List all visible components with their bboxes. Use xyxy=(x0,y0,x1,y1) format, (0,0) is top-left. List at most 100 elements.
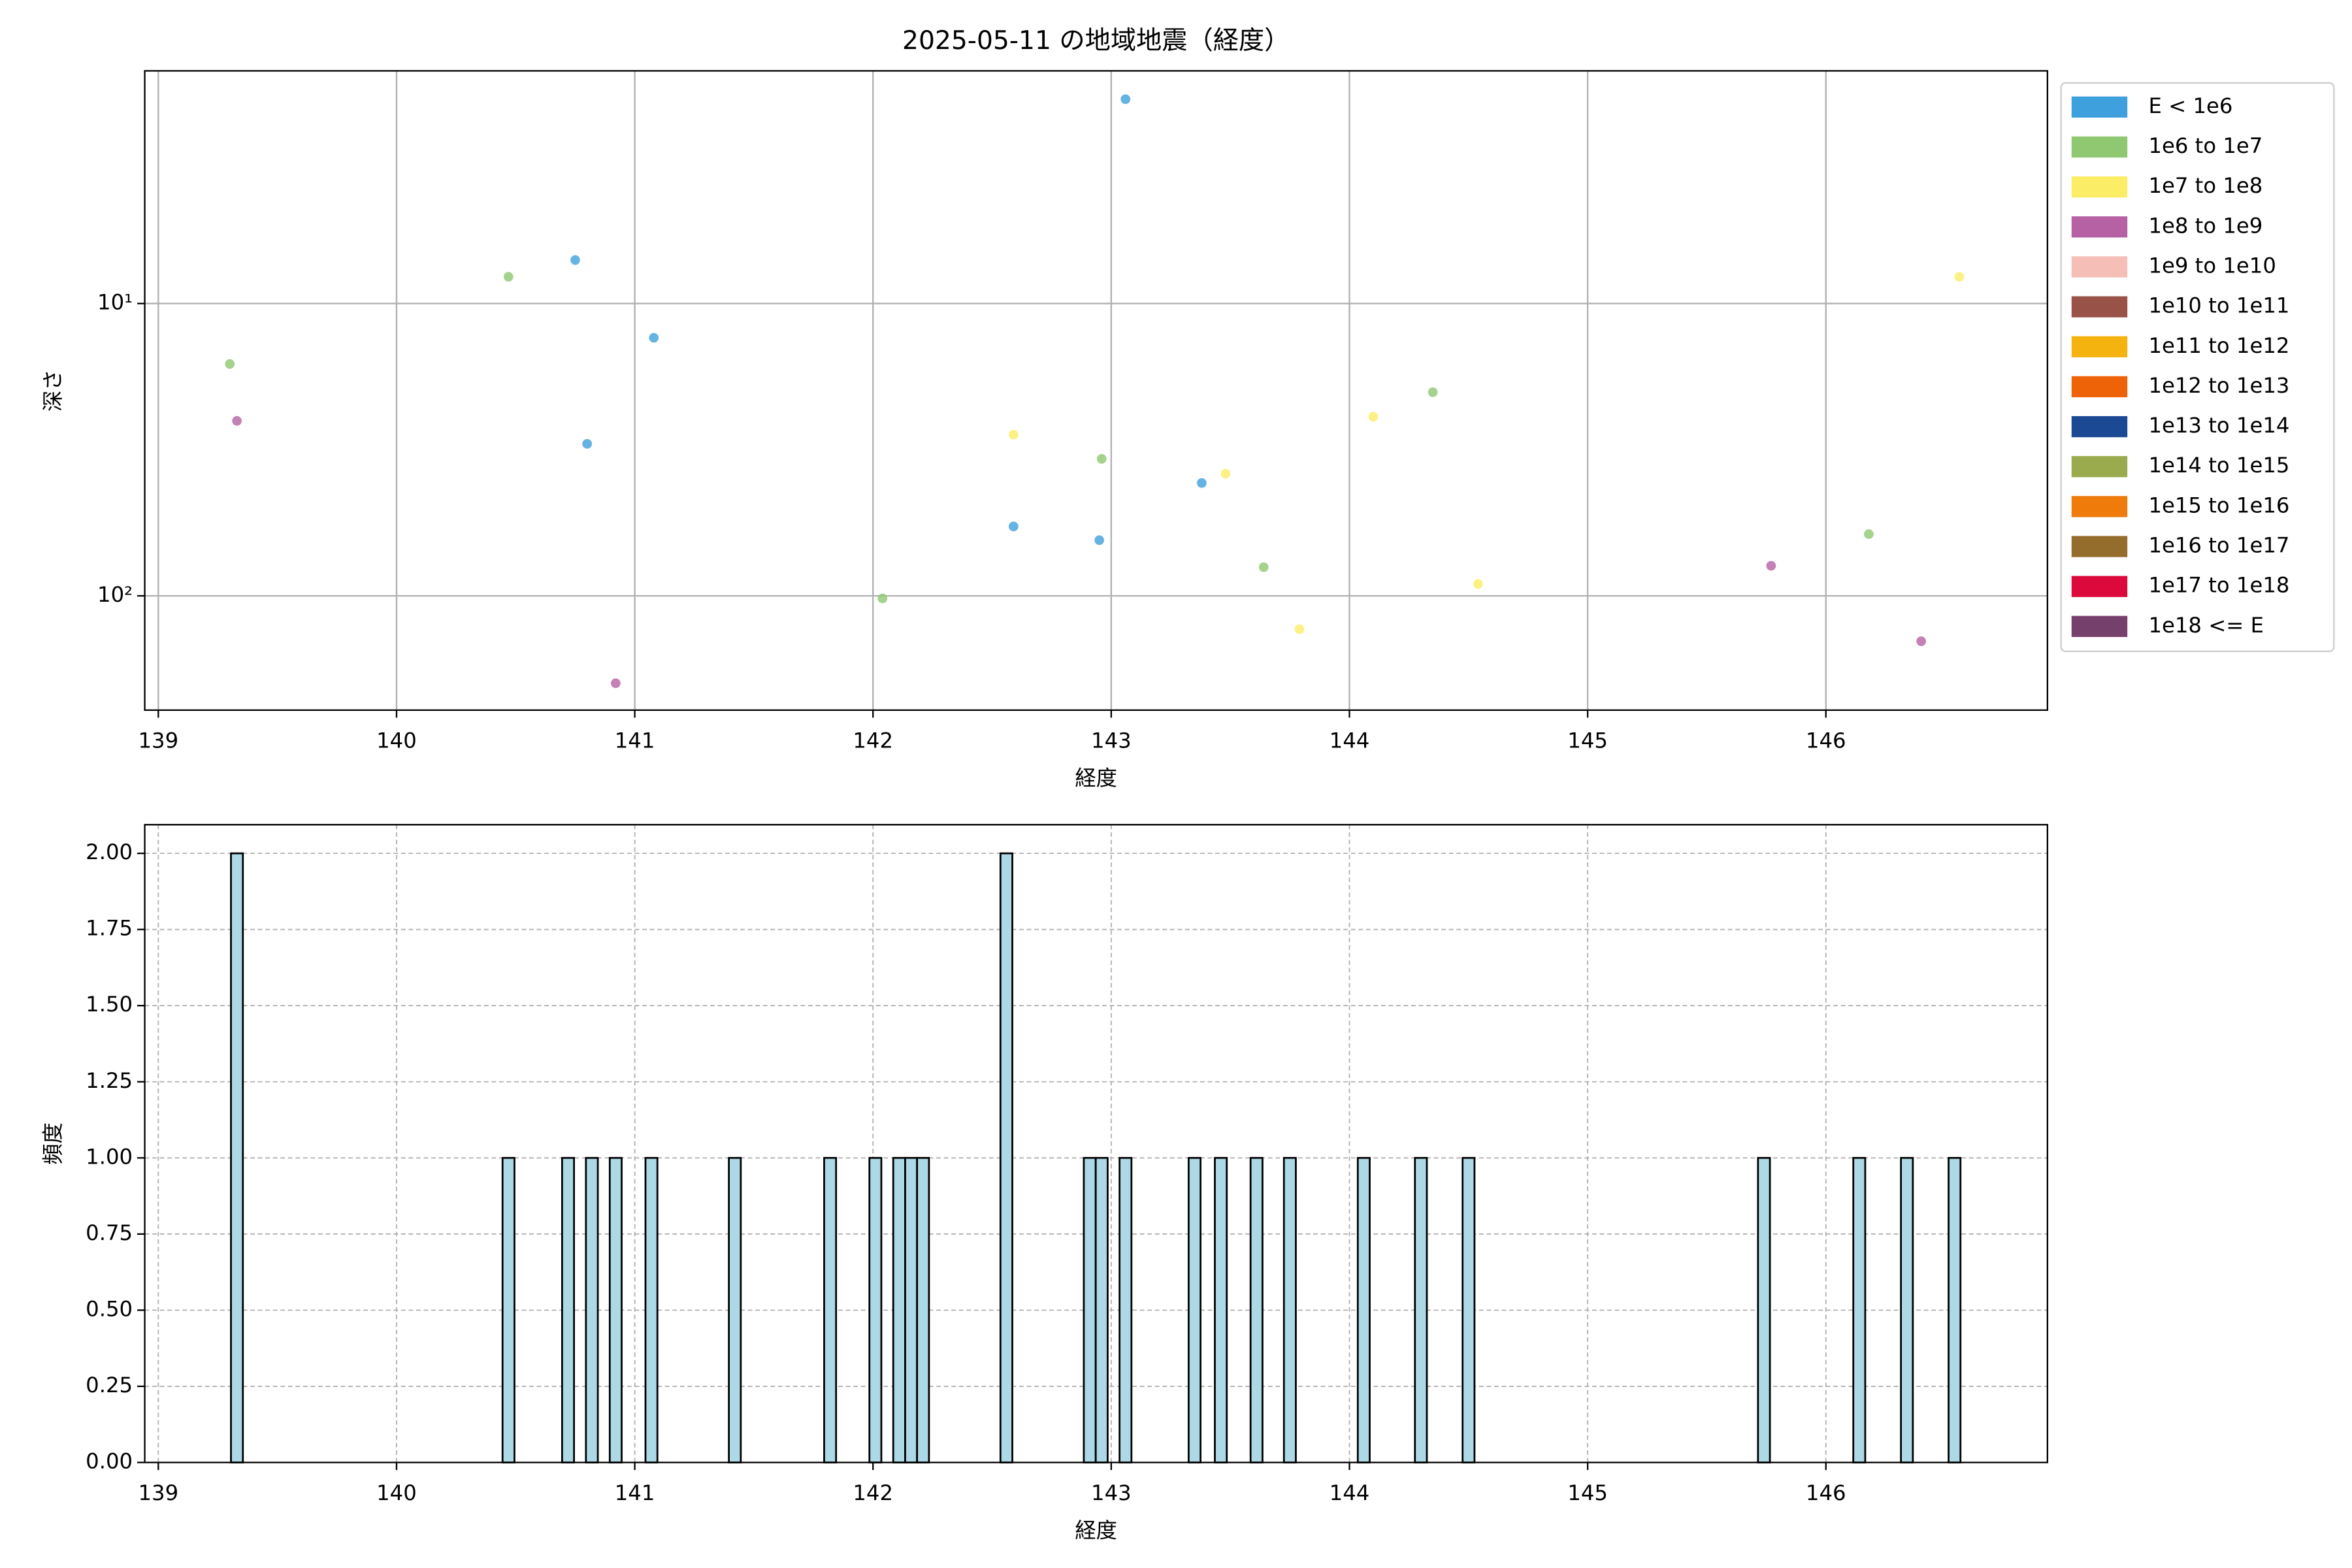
x-tick-label: 146 xyxy=(1806,728,1846,753)
point xyxy=(1008,521,1019,532)
point xyxy=(1120,94,1131,105)
x-tick-label: 140 xyxy=(376,1480,417,1505)
bar xyxy=(230,852,244,1463)
point xyxy=(503,272,514,282)
bar xyxy=(1356,1156,1371,1463)
x-tick-label: 145 xyxy=(1567,1480,1608,1505)
bar xyxy=(1948,1156,1962,1463)
point xyxy=(1220,468,1231,479)
plot-frame xyxy=(144,824,2048,1463)
point xyxy=(1954,272,1965,282)
x-tick-label: 143 xyxy=(1091,728,1132,753)
legend-swatch xyxy=(2071,296,2128,318)
bar xyxy=(644,1156,659,1463)
y-tick-label: 1.00 xyxy=(86,1144,133,1169)
point xyxy=(1008,429,1019,440)
point xyxy=(1294,624,1305,634)
bar xyxy=(728,1156,742,1463)
point xyxy=(1766,561,1776,571)
legend-swatch xyxy=(2071,496,2128,517)
x-tick-label: 139 xyxy=(138,1480,178,1505)
legend-swatch xyxy=(2071,376,2128,398)
bar xyxy=(1414,1156,1428,1463)
point xyxy=(1863,529,1874,539)
point xyxy=(1916,636,1926,646)
legend-label: 1e18 <= E xyxy=(2148,613,2264,638)
legend-label: 1e15 to 1e16 xyxy=(2148,493,2289,517)
x-tick-label: 144 xyxy=(1330,1480,1370,1505)
point xyxy=(582,438,593,449)
bar xyxy=(1119,1156,1133,1463)
bar xyxy=(1083,1156,1097,1463)
point xyxy=(1473,579,1483,589)
legend-label: 1e11 to 1e12 xyxy=(2148,333,2289,358)
legend-label: 1e8 to 1e9 xyxy=(2148,213,2262,238)
bar xyxy=(1094,1156,1109,1463)
bar xyxy=(1852,1156,1867,1463)
bar xyxy=(1757,1156,1771,1463)
y-tick-label: 1.75 xyxy=(86,916,133,941)
legend-label: E < 1e6 xyxy=(2148,93,2232,118)
bar xyxy=(1900,1156,1914,1463)
legend-label: 1e14 to 1e15 xyxy=(2148,453,2289,478)
bar xyxy=(585,1156,599,1463)
point xyxy=(1368,412,1379,422)
y-axis-label: 深さ xyxy=(41,369,65,412)
bar xyxy=(868,1156,883,1463)
y-tick-label: 0.50 xyxy=(86,1296,133,1321)
legend-label: 1e6 to 1e7 xyxy=(2148,133,2262,158)
y-tick-label: 0.00 xyxy=(86,1448,133,1473)
x-tick-label: 141 xyxy=(615,1480,655,1505)
legend-swatch xyxy=(2071,136,2128,158)
legend-label: 1e9 to 1e10 xyxy=(2148,253,2276,278)
legend-label: 1e13 to 1e14 xyxy=(2148,413,2289,438)
bar xyxy=(608,1156,623,1463)
bar xyxy=(904,1156,919,1463)
x-tick-label: 145 xyxy=(1567,728,1608,753)
x-tick-label: 142 xyxy=(853,728,893,753)
legend-swatch xyxy=(2071,536,2128,557)
x-tick-label: 140 xyxy=(376,728,417,753)
bar xyxy=(1249,1156,1264,1463)
point xyxy=(1094,535,1104,546)
bar xyxy=(1282,1156,1297,1463)
x-tick-label: 144 xyxy=(1330,728,1370,753)
bar xyxy=(892,1156,906,1463)
y-tick-label: 10¹ xyxy=(97,290,133,315)
legend-swatch xyxy=(2071,96,2128,118)
y-axis-label: 頻度 xyxy=(41,1122,65,1165)
bar xyxy=(501,1156,515,1463)
x-tick-label: 143 xyxy=(1091,1480,1132,1505)
y-tick-label: 1.50 xyxy=(86,992,133,1017)
point xyxy=(225,359,235,369)
bar xyxy=(916,1156,930,1463)
bar xyxy=(561,1156,575,1463)
bar xyxy=(1187,1156,1201,1463)
legend-label: 1e12 to 1e13 xyxy=(2148,373,2289,398)
x-axis-label: 経度 xyxy=(1075,1518,1117,1543)
y-tick-label: 0.25 xyxy=(86,1373,133,1397)
x-tick-label: 142 xyxy=(853,1480,893,1505)
y-tick-label: 1.25 xyxy=(86,1068,133,1093)
bar xyxy=(1214,1156,1228,1463)
legend-label: 1e10 to 1e11 xyxy=(2148,293,2289,318)
legend-label: 1e17 to 1e18 xyxy=(2148,573,2289,598)
bar xyxy=(823,1156,838,1463)
y-tick-label: 0.75 xyxy=(86,1220,133,1245)
point xyxy=(877,593,888,604)
point xyxy=(1428,387,1438,397)
legend-swatch xyxy=(2071,176,2128,198)
point xyxy=(232,416,242,426)
plot-frame xyxy=(144,70,2048,711)
x-tick-label: 141 xyxy=(615,728,655,753)
chart-title: 2025-05-11 の地域地震（経度） xyxy=(902,26,1290,56)
point xyxy=(570,255,580,265)
legend-label: 1e16 to 1e17 xyxy=(2148,533,2289,558)
point xyxy=(611,678,621,689)
point xyxy=(649,333,659,343)
y-tick-label: 10² xyxy=(97,582,133,607)
y-tick-label: 2.00 xyxy=(86,840,133,864)
